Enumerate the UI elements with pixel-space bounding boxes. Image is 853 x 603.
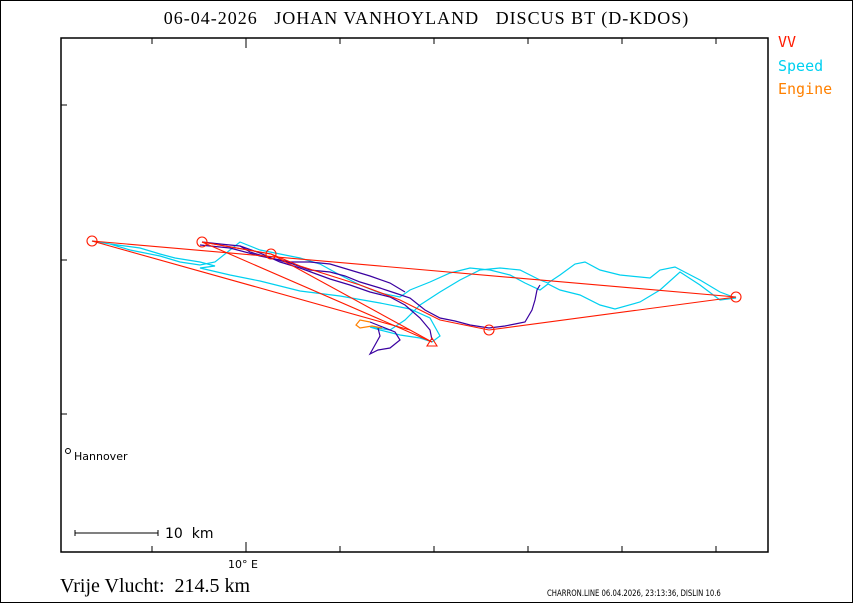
speed-trace [91,240,737,343]
legend-speed: Speed [778,57,824,75]
hannover-marker [65,448,71,454]
credit-line: CHARRON.LINE 06.04.2026, 23:13:36, DISLI… [547,589,721,599]
engine-trace [355,319,383,329]
distance-label: Vrije Vlucht: 214.5 km [60,575,251,597]
plot-border [60,37,769,553]
legend-engine: Engine [778,80,833,98]
axis-ticks [61,38,717,552]
task-lines [86,235,742,347]
place-label-hannover: Hannover [74,450,128,463]
finish-triangle [426,336,438,347]
legend-vv: VV [778,33,797,51]
scale-label: 10 km [165,526,214,542]
flight-title: 06-04-2026 JOHAN VANHOYLAND DISCUS BT (D… [163,8,690,28]
x-axis-label: 10° E [228,558,258,571]
scale-bar [74,530,159,536]
